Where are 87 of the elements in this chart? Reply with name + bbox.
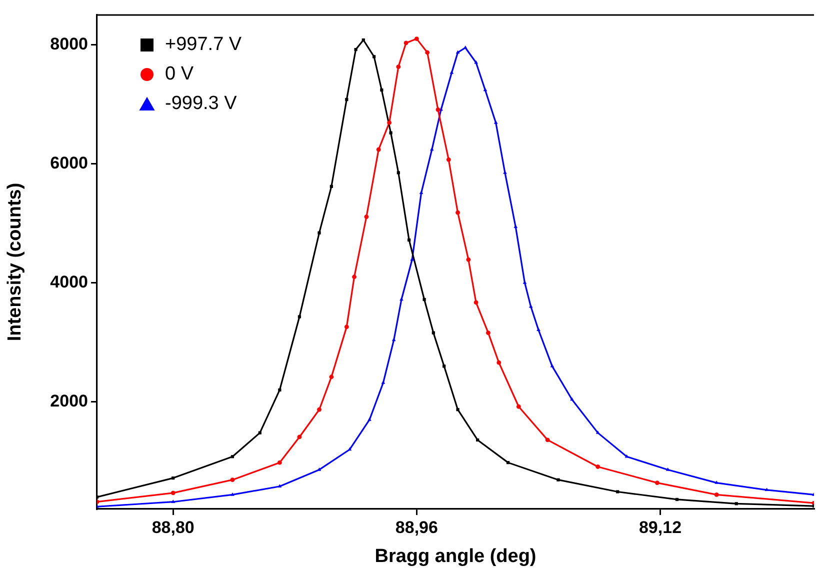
point	[258, 431, 262, 434]
point	[372, 55, 376, 58]
point	[172, 476, 175, 480]
point	[506, 461, 510, 464]
point	[352, 274, 356, 280]
y-tick-label: 6000	[50, 153, 88, 172]
x-tick-label: 88,80	[152, 518, 194, 537]
point	[483, 88, 488, 92]
point	[545, 438, 550, 442]
point	[536, 328, 540, 331]
point	[348, 447, 352, 451]
point	[764, 488, 769, 492]
point	[396, 64, 401, 69]
point	[456, 50, 460, 54]
point	[425, 50, 430, 55]
point	[368, 418, 372, 421]
point	[230, 478, 235, 482]
point	[476, 438, 480, 442]
point	[345, 98, 348, 102]
point	[734, 502, 738, 506]
point	[419, 190, 424, 194]
y-tick-label: 8000	[50, 34, 88, 54]
point	[556, 478, 560, 482]
point	[456, 408, 460, 412]
point	[330, 184, 333, 188]
point	[380, 88, 384, 92]
point	[550, 364, 554, 368]
point	[278, 484, 282, 488]
point	[446, 157, 451, 162]
point	[297, 434, 302, 440]
point	[404, 40, 408, 46]
point	[442, 364, 446, 368]
point	[396, 171, 400, 174]
point	[496, 360, 502, 365]
point	[486, 330, 490, 336]
point	[230, 492, 234, 496]
point	[456, 210, 460, 215]
point	[616, 490, 620, 494]
y-axis-title: Intensity (counts)	[4, 182, 26, 342]
x-tick-label: 88,96	[395, 518, 438, 537]
point	[329, 374, 334, 380]
point	[230, 455, 234, 458]
point	[436, 107, 440, 112]
point	[666, 468, 670, 471]
point	[503, 170, 507, 174]
point	[381, 380, 386, 384]
point	[277, 460, 282, 465]
point	[596, 464, 600, 469]
legend-label: -999.3 V	[165, 93, 238, 114]
point	[474, 300, 478, 305]
point	[466, 257, 471, 262]
point	[389, 131, 392, 134]
point	[354, 48, 358, 52]
point	[494, 120, 498, 124]
point	[278, 388, 282, 392]
point	[450, 70, 454, 74]
point	[387, 120, 392, 125]
x-tick-label: 89,12	[638, 518, 682, 537]
point	[318, 231, 321, 234]
point	[514, 224, 518, 228]
point	[364, 214, 369, 219]
point	[376, 147, 381, 152]
point	[516, 404, 521, 409]
point	[675, 498, 679, 502]
point	[570, 397, 574, 401]
legend-label: +997.7 V	[165, 34, 242, 56]
point	[655, 480, 660, 486]
point	[714, 492, 719, 497]
point	[400, 297, 404, 301]
point	[714, 480, 718, 484]
point	[170, 490, 176, 496]
y-tick-label: 2000	[50, 392, 88, 411]
point	[298, 315, 302, 318]
point	[414, 36, 419, 42]
point	[432, 331, 435, 334]
point	[171, 500, 176, 503]
legend-label: 0 V	[165, 64, 194, 85]
y-tick-label: 4000	[50, 272, 88, 292]
point	[408, 238, 411, 242]
point	[596, 430, 600, 434]
point	[344, 324, 349, 330]
point	[430, 147, 434, 151]
x-axis-title: Bragg angle (deg)	[374, 546, 536, 567]
point	[422, 298, 426, 302]
point	[522, 280, 527, 284]
point	[362, 38, 365, 42]
point	[317, 407, 322, 412]
